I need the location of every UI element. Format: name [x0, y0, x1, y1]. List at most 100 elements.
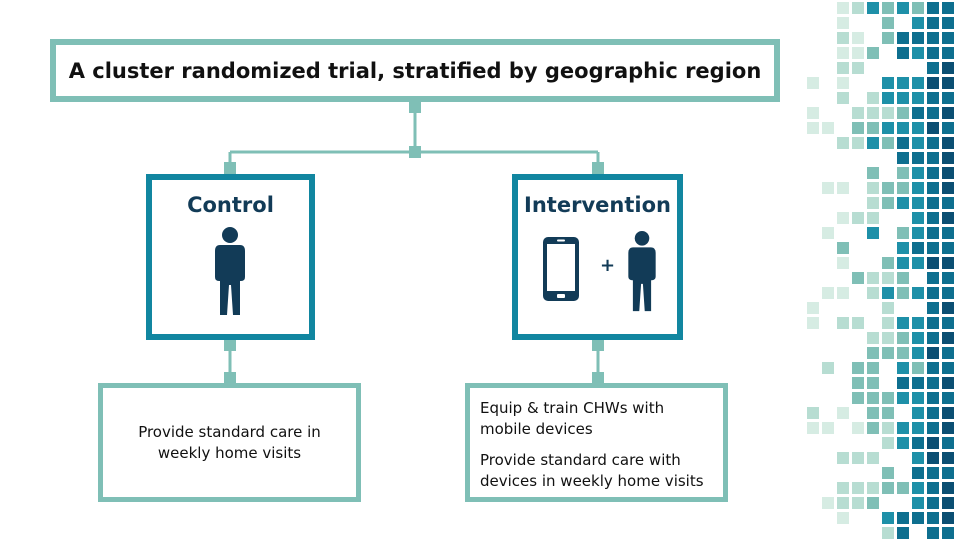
mosaic-tile	[912, 197, 924, 209]
mosaic-tile	[942, 32, 954, 44]
mosaic-tile	[852, 212, 864, 224]
mosaic-tile	[942, 242, 954, 254]
mosaic-tile	[897, 182, 909, 194]
mosaic-tile	[852, 377, 864, 389]
mosaic-tile	[897, 347, 909, 359]
connector-node	[409, 146, 421, 158]
mosaic-tile	[897, 197, 909, 209]
mosaic-tile	[882, 407, 894, 419]
connector-node	[224, 339, 236, 351]
mosaic-tile	[912, 2, 924, 14]
mosaic-tile	[897, 287, 909, 299]
mosaic-tile	[942, 47, 954, 59]
mosaic-tile	[927, 347, 939, 359]
mosaic-tile	[882, 197, 894, 209]
mosaic-tile	[942, 332, 954, 344]
mosaic-tile	[837, 512, 849, 524]
mosaic-tile	[912, 422, 924, 434]
mosaic-tile	[882, 422, 894, 434]
mosaic-tile	[927, 167, 939, 179]
mosaic-tile	[942, 377, 954, 389]
mosaic-tile	[927, 482, 939, 494]
mosaic-tile	[852, 62, 864, 74]
mosaic-tile	[867, 362, 879, 374]
mosaic-tile	[942, 362, 954, 374]
mosaic-tile	[867, 332, 879, 344]
mosaic-tile	[897, 137, 909, 149]
mosaic-tile	[912, 482, 924, 494]
mosaic-tile	[837, 182, 849, 194]
mosaic-tile	[852, 362, 864, 374]
mosaic-tile	[897, 32, 909, 44]
intervention-label: Intervention	[524, 193, 671, 217]
mosaic-tile	[927, 272, 939, 284]
mosaic-tile	[822, 182, 834, 194]
mosaic-tile	[927, 77, 939, 89]
intervention-box: Intervention +	[512, 174, 683, 340]
mosaic-tile	[912, 17, 924, 29]
mosaic-tile	[927, 512, 939, 524]
mosaic-tile	[837, 482, 849, 494]
mosaic-tile	[927, 92, 939, 104]
mosaic-tile	[822, 287, 834, 299]
mosaic-tile	[897, 122, 909, 134]
control-box: Control	[146, 174, 315, 340]
mosaic-tile	[942, 317, 954, 329]
mosaic-tile	[822, 497, 834, 509]
mosaic-tile	[882, 302, 894, 314]
control-label: Control	[187, 193, 274, 217]
mosaic-tile	[837, 2, 849, 14]
mosaic-tile	[807, 422, 819, 434]
mosaic-tile	[897, 512, 909, 524]
mosaic-tile	[867, 212, 879, 224]
connector-node	[409, 101, 421, 113]
mosaic-tile	[927, 452, 939, 464]
mosaic-tile	[867, 2, 879, 14]
mosaic-tile	[852, 422, 864, 434]
mosaic-tile	[852, 317, 864, 329]
mosaic-tile	[942, 212, 954, 224]
mosaic-tile	[807, 407, 819, 419]
mosaic-tile	[837, 32, 849, 44]
mosaic-tile	[912, 347, 924, 359]
mosaic-tile	[897, 152, 909, 164]
mosaic-tile	[927, 242, 939, 254]
mosaic-tile	[882, 467, 894, 479]
mosaic-tile	[882, 287, 894, 299]
mosaic-tile	[942, 227, 954, 239]
mosaic-tile	[927, 227, 939, 239]
mosaic-tile	[912, 512, 924, 524]
mosaic-tile	[927, 17, 939, 29]
mosaic-tile	[867, 227, 879, 239]
mosaic-tile	[942, 302, 954, 314]
mosaic-tile	[912, 242, 924, 254]
mosaic-tile	[927, 32, 939, 44]
mosaic-tile	[867, 497, 879, 509]
mosaic-tile	[837, 92, 849, 104]
mosaic-tile	[927, 362, 939, 374]
mosaic-tile	[882, 257, 894, 269]
mosaic-tile	[897, 257, 909, 269]
mosaic-tile	[897, 167, 909, 179]
mosaic-tile	[867, 287, 879, 299]
mosaic-tile	[807, 77, 819, 89]
mosaic-tile	[852, 122, 864, 134]
mosaic-tile	[867, 422, 879, 434]
mosaic-tile	[927, 122, 939, 134]
mosaic-tile	[882, 92, 894, 104]
mosaic-tile	[882, 437, 894, 449]
mosaic-tile	[852, 482, 864, 494]
mosaic-tile	[897, 242, 909, 254]
mosaic-tile	[852, 137, 864, 149]
mosaic-tile	[927, 317, 939, 329]
mosaic-tile	[927, 62, 939, 74]
mosaic-tile	[837, 212, 849, 224]
control-outcome-text: Provide standard care in weekly home vis…	[138, 422, 321, 462]
mosaic-tile	[822, 227, 834, 239]
mosaic-tile	[837, 17, 849, 29]
mosaic-tile	[897, 107, 909, 119]
mosaic-tile	[942, 122, 954, 134]
mosaic-tile	[942, 77, 954, 89]
mosaic-tile	[942, 137, 954, 149]
mosaic-tile	[912, 317, 924, 329]
